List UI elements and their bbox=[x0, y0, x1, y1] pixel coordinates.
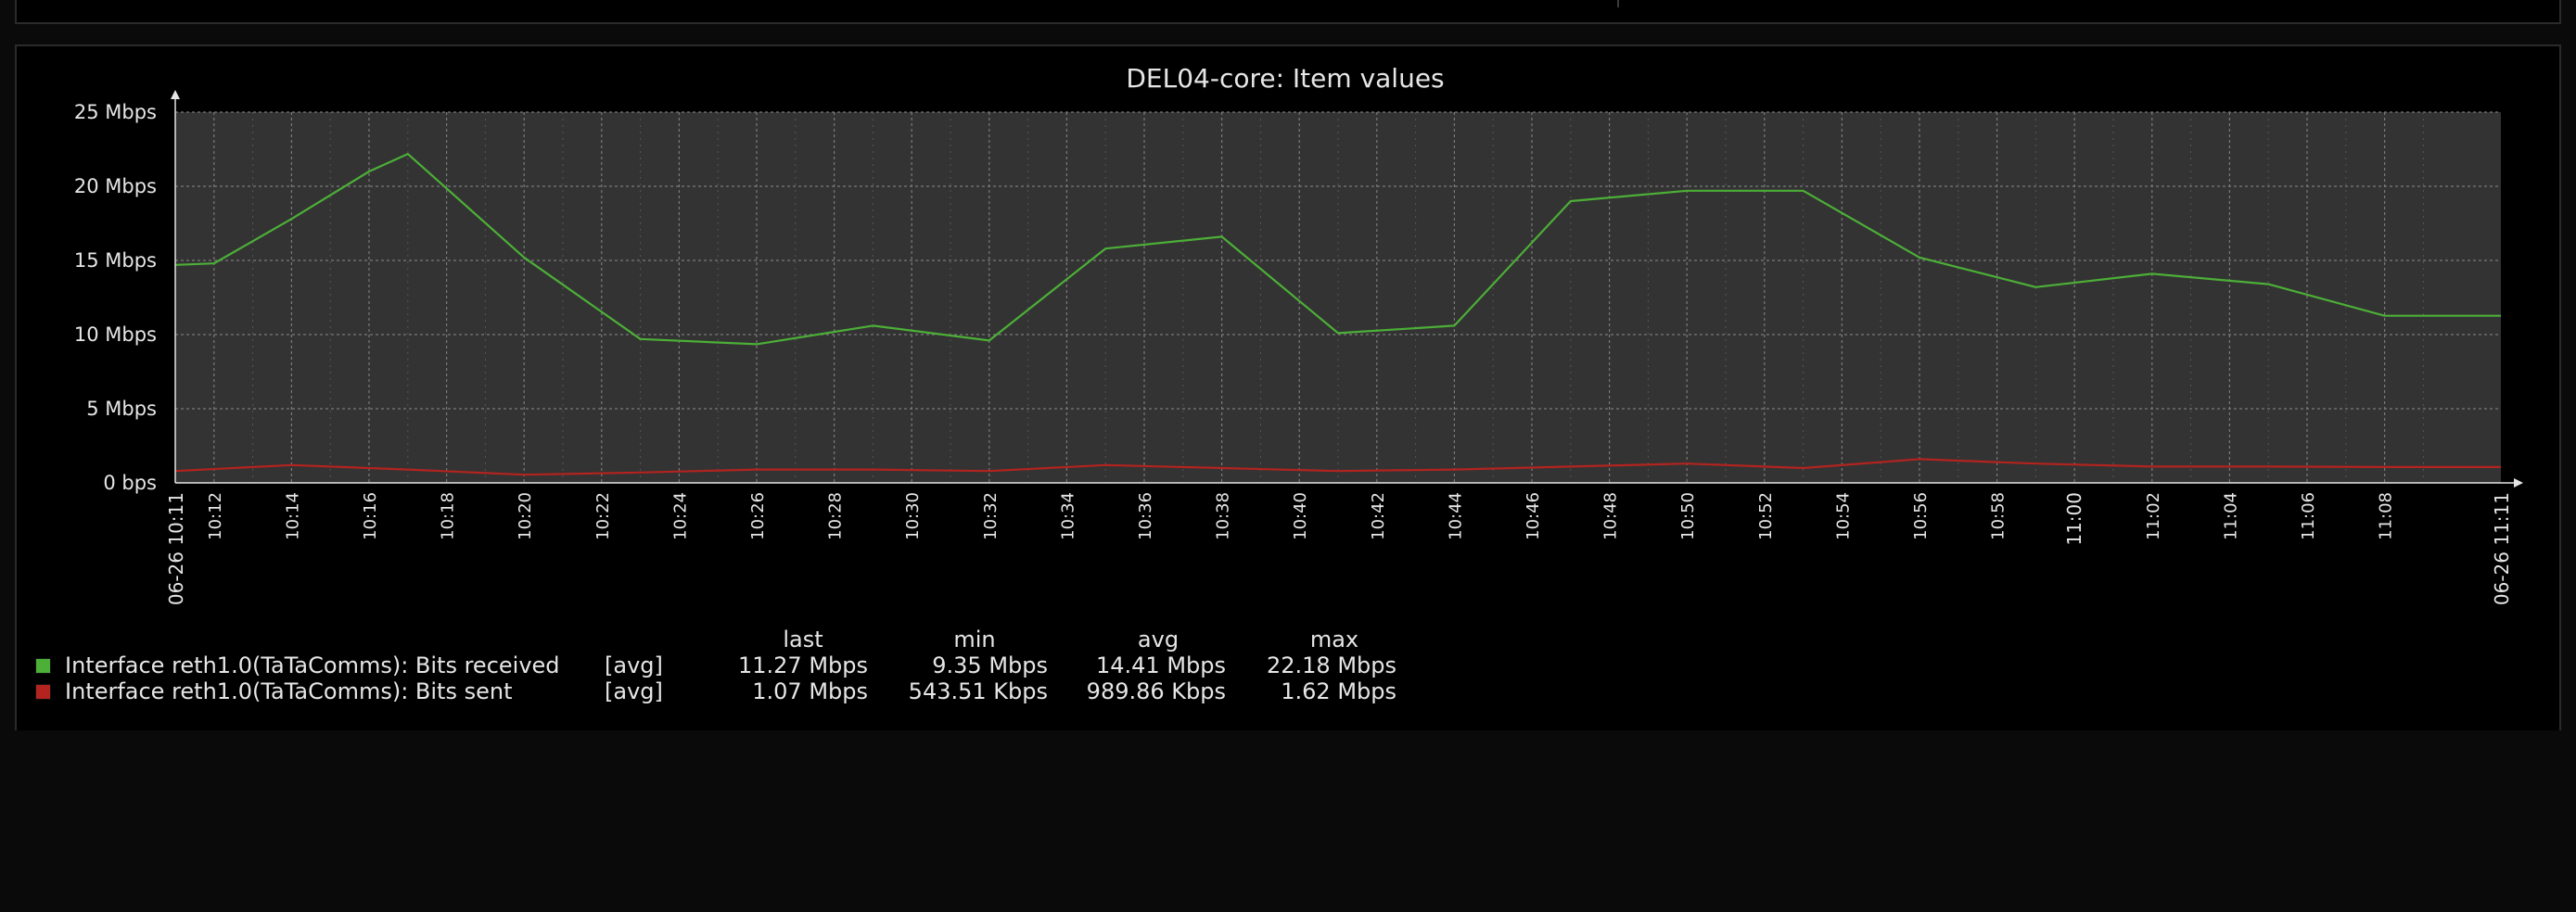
legend-swatch-sent bbox=[35, 684, 51, 700]
plot-area bbox=[175, 112, 2501, 483]
x-tick-label: 10:16 bbox=[361, 492, 380, 540]
x-tick-label: 11:00 bbox=[2063, 492, 2085, 546]
series-lines bbox=[174, 153, 2501, 476]
x-tick-label: 10:52 bbox=[1756, 492, 1776, 540]
grid-lines bbox=[175, 111, 2501, 483]
y-tick-label: 25 Mbps bbox=[74, 101, 157, 123]
x-tick-label: 10:36 bbox=[1136, 492, 1155, 540]
x-tick-label: 11:08 bbox=[2377, 492, 2396, 540]
legend-header-avg: avg bbox=[1137, 627, 1180, 652]
y-tick-label: 20 Mbps bbox=[74, 175, 157, 197]
legend-min-sent: 543.51 Kbps bbox=[908, 678, 1048, 704]
x-tick-label: 10:58 bbox=[1989, 492, 2009, 540]
x-tick-label: 11:02 bbox=[2144, 492, 2163, 540]
x-tick-label: 10:12 bbox=[206, 492, 225, 540]
y-tick-label: 15 Mbps bbox=[74, 249, 157, 272]
axes bbox=[171, 90, 2523, 488]
legend-func-sent: [avg] bbox=[605, 678, 663, 704]
legend-max-sent: 1.62 Mbps bbox=[1281, 678, 1396, 704]
x-tick-label: 10:22 bbox=[593, 492, 613, 540]
legend-last-sent: 1.07 Mbps bbox=[752, 678, 868, 704]
y-tick-label: 0 bps bbox=[103, 472, 157, 494]
y-axis-ticks: 0 bps 5 Mbps 10 Mbps 15 Mbps 20 Mbps 25 Mbps bbox=[74, 101, 157, 494]
top-panel-divider bbox=[1617, 0, 1619, 7]
legend-avg-received: 14.41 Mbps bbox=[1095, 652, 1226, 678]
x-tick-label: 10:56 bbox=[1911, 492, 1931, 540]
legend-last-received: 11.27 Mbps bbox=[737, 652, 868, 678]
x-tick-label: 10:14 bbox=[283, 492, 302, 540]
x-axis-arrow bbox=[2514, 478, 2523, 488]
legend-name-sent: Interface reth1.0(TaTaComms): Bits sent bbox=[65, 678, 513, 704]
top-panel bbox=[15, 0, 2561, 24]
legend-min-received: 9.35 Mbps bbox=[932, 652, 1048, 678]
x-tick-label: 10:40 bbox=[1291, 492, 1310, 540]
legend-row-received: Interface reth1.0(TaTaComms): Bits recei… bbox=[33, 652, 1396, 678]
x-tick-label: 10:30 bbox=[903, 492, 923, 540]
x-tick-label: 10:18 bbox=[439, 492, 458, 540]
legend-header-max: max bbox=[1309, 627, 1359, 652]
series-line-received bbox=[174, 153, 2501, 346]
legend-name-received: Interface reth1.0(TaTaComms): Bits recei… bbox=[65, 652, 560, 678]
x-tick-label: 10:24 bbox=[670, 492, 690, 540]
x-tick-label: 10:28 bbox=[826, 492, 846, 540]
x-tick-label: 11:04 bbox=[2221, 492, 2240, 540]
x-tick-label: 10:50 bbox=[1678, 492, 1698, 540]
x-end-label: 06-26 11:11 bbox=[2491, 492, 2513, 605]
x-tick-label: 10:26 bbox=[748, 492, 768, 540]
y-axis-arrow bbox=[171, 90, 180, 99]
x-tick-label: 10:20 bbox=[516, 492, 535, 540]
x-start-label: 06-26 10:11 bbox=[165, 492, 187, 605]
legend-header: last min avg max bbox=[33, 627, 1358, 652]
x-tick-label: 10:44 bbox=[1446, 492, 1465, 540]
legend-header-last: last bbox=[783, 627, 823, 652]
legend-swatch-received bbox=[35, 658, 51, 674]
x-tick-label: 10:42 bbox=[1369, 492, 1388, 540]
series-line-sent bbox=[174, 458, 2501, 476]
legend: last min avg max Interface reth1.0(TaTaC… bbox=[33, 627, 1396, 704]
x-tick-label: 10:38 bbox=[1214, 492, 1233, 540]
legend-max-received: 22.18 Mbps bbox=[1266, 652, 1396, 678]
x-tick-label: 10:32 bbox=[981, 492, 1001, 540]
x-tick-label: 10:46 bbox=[1524, 492, 1543, 540]
legend-func-received: [avg] bbox=[605, 652, 663, 678]
x-tick-label: 10:34 bbox=[1058, 492, 1078, 540]
y-tick-label: 10 Mbps bbox=[74, 323, 157, 346]
y-tick-label: 5 Mbps bbox=[86, 398, 157, 420]
legend-avg-sent: 989.86 Kbps bbox=[1086, 678, 1226, 704]
x-tick-label: 10:48 bbox=[1601, 492, 1621, 540]
x-tick-label: 11:06 bbox=[2299, 492, 2318, 540]
x-axis-ticks: 10:12 10:14 10:16 10:18 10:20 10:22 10:24 10:26… bbox=[165, 492, 2513, 605]
x-tick-label: 10:54 bbox=[1833, 492, 1853, 540]
legend-row-sent: Interface reth1.0(TaTaComms): Bits sent … bbox=[33, 678, 1396, 704]
line-chart: DEL04-core: Item values 0 bps 5 Mbps 10 Mb… bbox=[74, 63, 2523, 605]
legend-header-min: min bbox=[953, 627, 996, 652]
chart-title: DEL04-core: Item values bbox=[1126, 63, 1444, 94]
